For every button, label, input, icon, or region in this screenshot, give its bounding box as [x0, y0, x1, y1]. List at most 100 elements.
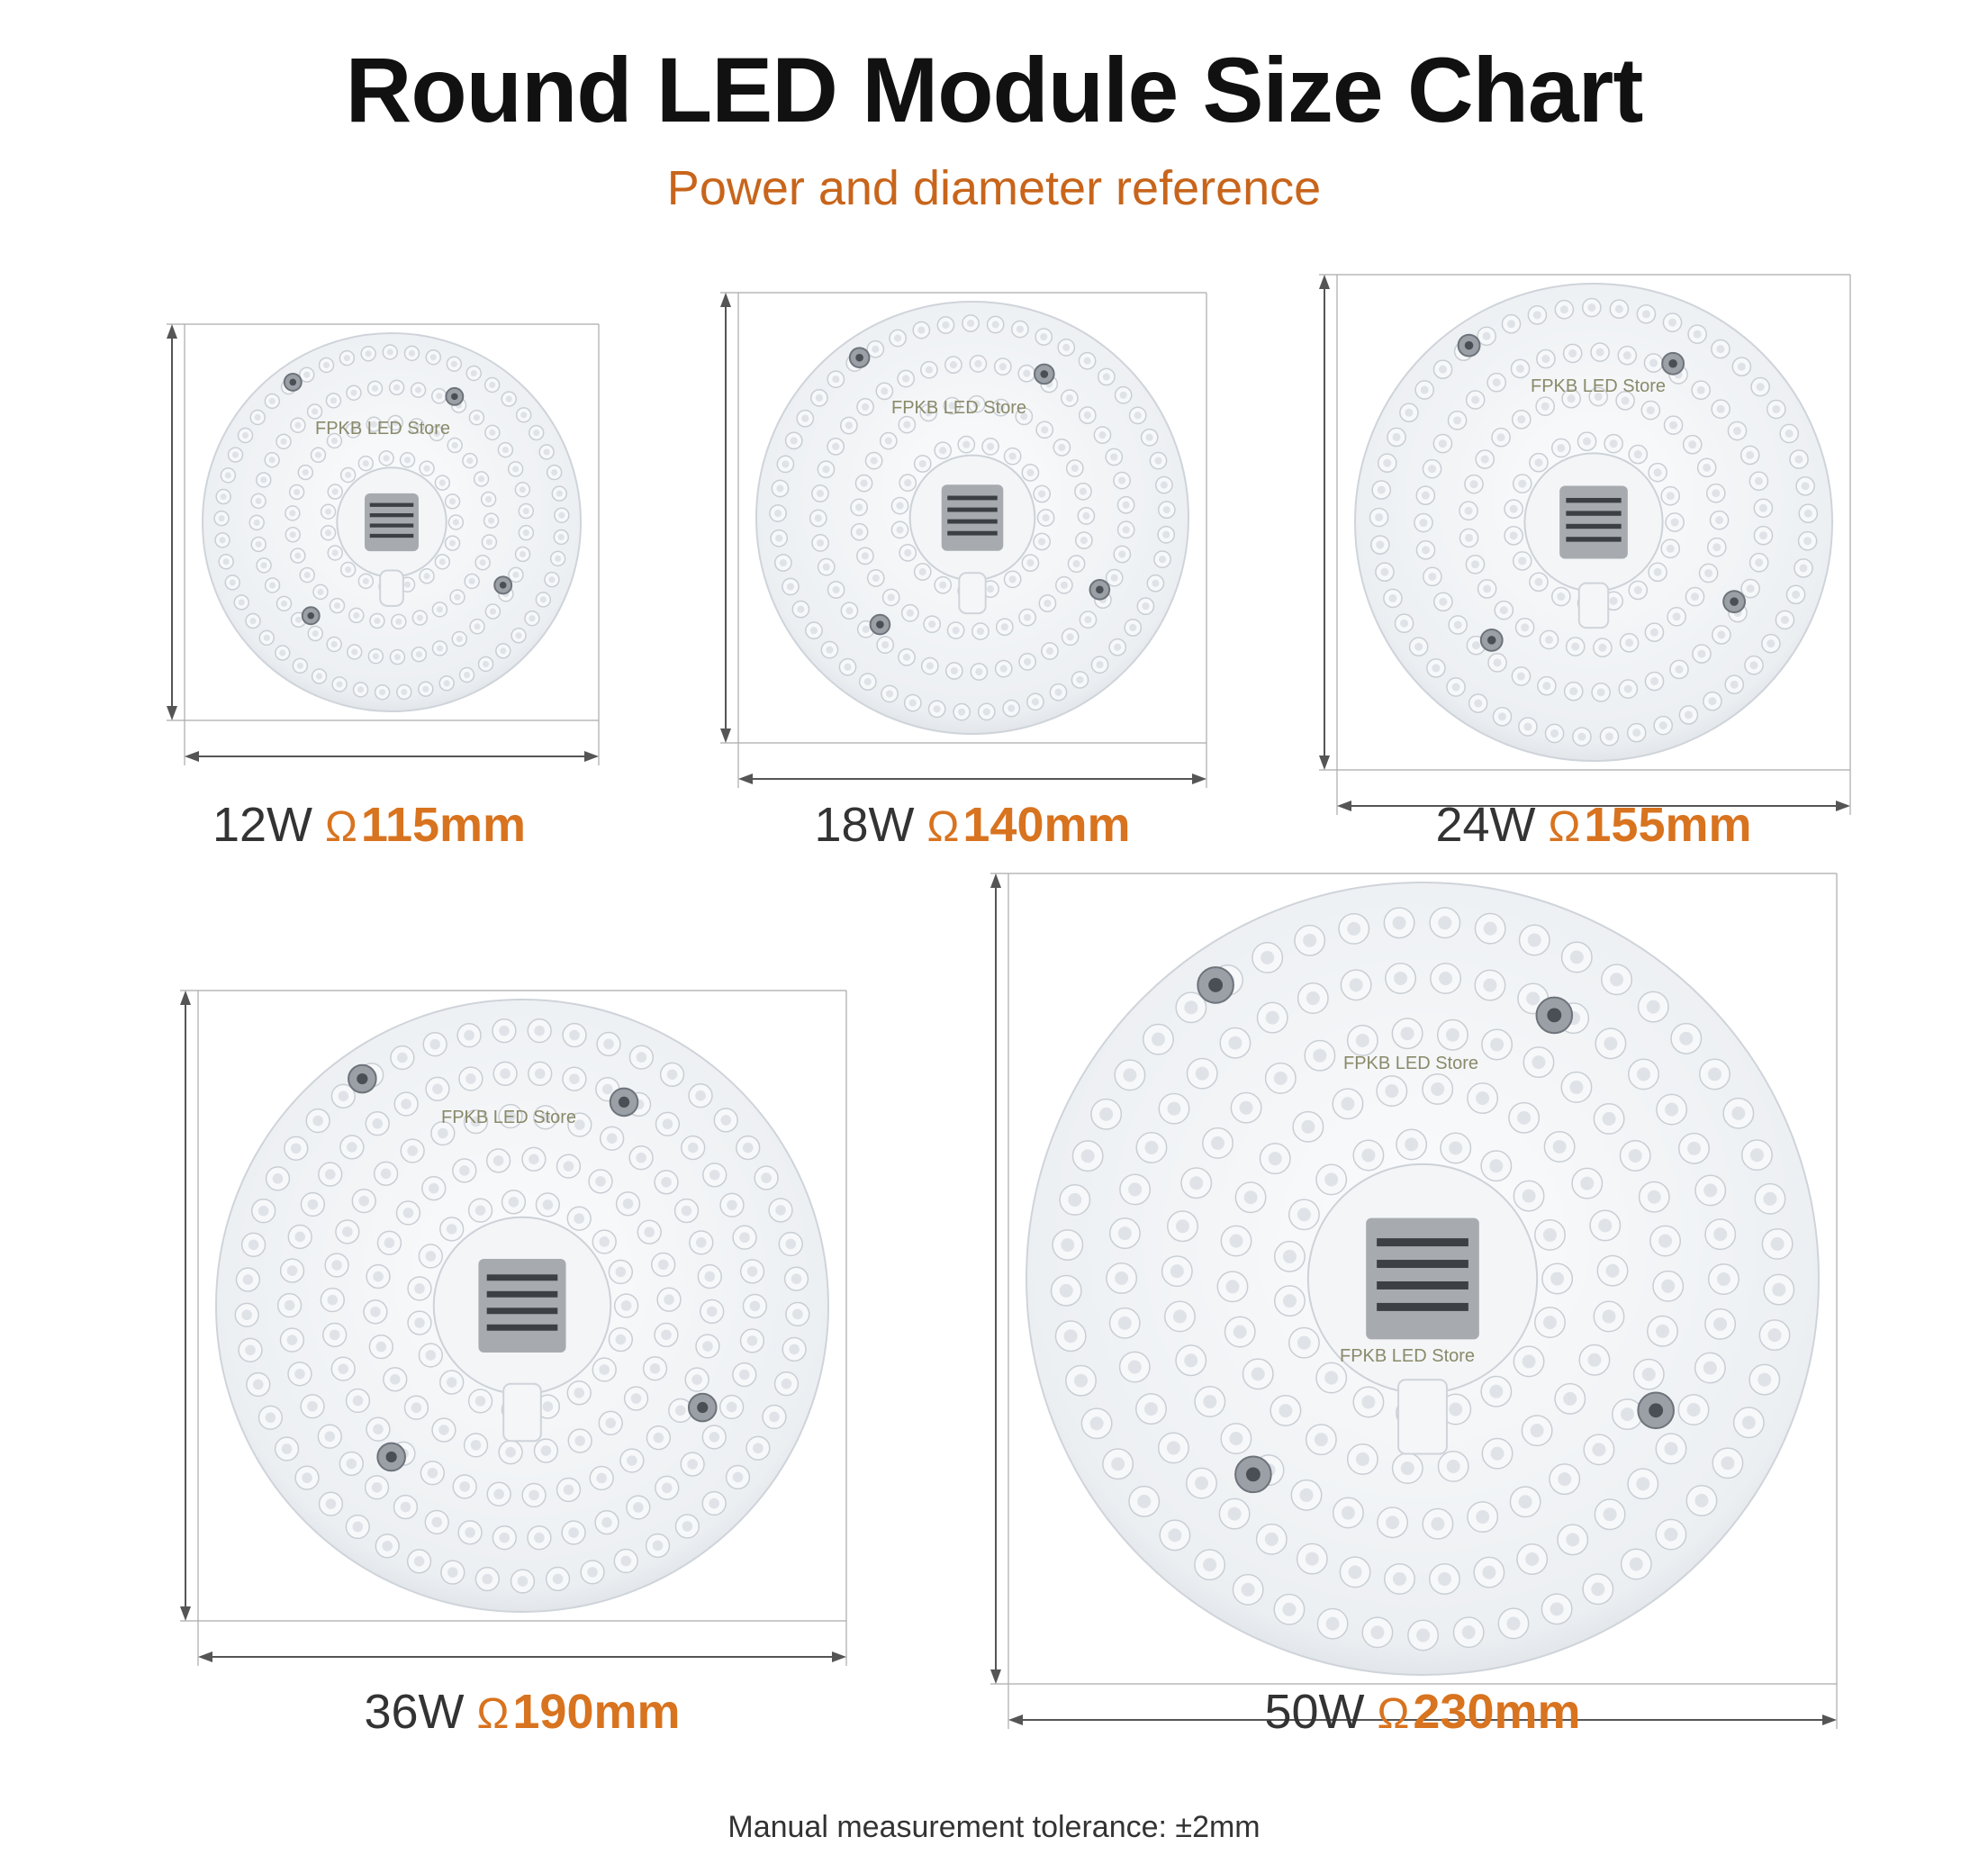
led-chip	[1392, 432, 1401, 441]
led-chip	[324, 1169, 336, 1180]
module-36w: FPKB LED Store	[126, 973, 936, 1693]
led-chip	[939, 581, 947, 589]
led-chip	[822, 563, 830, 571]
led-chip	[1083, 412, 1091, 420]
led-chip	[229, 579, 236, 586]
led-chip	[1658, 721, 1667, 730]
led-chip	[1490, 1037, 1505, 1052]
led-chip	[429, 354, 437, 361]
led-chip	[1062, 343, 1071, 351]
led-chip	[1749, 661, 1758, 670]
led-chip	[352, 1521, 364, 1533]
module-50w: FPKB LED Store FPKB LED Store	[990, 864, 1900, 1729]
led-chip	[389, 1373, 401, 1385]
led-chip	[1449, 1402, 1463, 1416]
led-chip	[307, 1199, 319, 1210]
led-chip	[423, 573, 430, 580]
led-chip	[242, 1274, 254, 1285]
led-chip	[303, 572, 311, 579]
led-chip	[1243, 1190, 1258, 1205]
led-chip	[1697, 649, 1706, 658]
arrowhead	[720, 728, 731, 743]
led-chip	[254, 413, 261, 421]
led-chip	[342, 1226, 353, 1237]
led-chip	[1400, 1027, 1414, 1041]
led-chip	[1541, 355, 1550, 364]
led-chip	[1758, 531, 1767, 540]
led-chip	[1716, 1272, 1730, 1287]
driver-label-line	[369, 533, 414, 538]
led-chip	[1756, 383, 1765, 392]
led-chip	[415, 651, 422, 658]
led-chip	[1438, 916, 1452, 930]
led-chip	[425, 1350, 437, 1361]
led-chip	[551, 468, 558, 476]
led-chip	[1557, 592, 1566, 602]
led-chip	[966, 319, 975, 328]
led-chip	[1110, 453, 1118, 461]
led-chip	[1080, 1149, 1095, 1163]
led-chip	[1419, 518, 1428, 528]
led-chip	[1432, 664, 1441, 673]
led-chip	[1614, 304, 1623, 313]
led-chip	[1008, 704, 1016, 712]
led-chip	[470, 1440, 482, 1451]
led-chip	[422, 685, 429, 692]
led-chip	[1641, 310, 1650, 319]
led-chip	[801, 414, 809, 422]
led-chip	[505, 1446, 516, 1458]
led-chip	[1489, 1159, 1504, 1173]
led-chip	[1690, 593, 1700, 602]
led-chip	[312, 1115, 323, 1127]
driver-label-line	[486, 1324, 558, 1331]
led-chip	[1074, 1373, 1089, 1388]
led-chip	[1542, 682, 1551, 691]
led-chip	[1482, 331, 1491, 340]
driver-chip	[478, 1258, 566, 1353]
led-chip	[773, 509, 782, 518]
led-chip	[473, 414, 481, 421]
led-chip	[465, 1527, 475, 1538]
led-chip	[443, 680, 450, 687]
led-chip	[500, 1068, 511, 1080]
led-chip	[552, 1573, 564, 1585]
led-chip	[294, 616, 303, 623]
led-chip	[1799, 564, 1808, 573]
led-chip	[1696, 385, 1705, 394]
arrowhead	[167, 706, 177, 720]
led-chip	[253, 519, 260, 527]
led-chip	[540, 1445, 552, 1456]
led-chip	[1184, 1000, 1198, 1015]
driver-label-line	[1377, 1260, 1468, 1269]
led-chip	[1623, 684, 1632, 693]
led-chip	[727, 1199, 737, 1211]
led-chip	[1621, 396, 1630, 405]
led-chip	[1703, 1183, 1718, 1198]
led-chip	[1268, 1152, 1282, 1166]
led-chip	[769, 1411, 780, 1423]
led-chip	[468, 577, 475, 585]
led-chip	[1370, 1625, 1385, 1640]
led-chip	[1203, 1558, 1217, 1572]
led-chip	[1713, 1317, 1728, 1331]
led-chip	[505, 1110, 516, 1122]
led-chip	[1228, 1036, 1242, 1050]
led-chip	[574, 1119, 585, 1130]
led-chip	[958, 708, 966, 716]
led-chip	[1453, 620, 1462, 629]
led-chip	[884, 437, 892, 445]
led-chip	[569, 1029, 580, 1041]
led-chip	[522, 507, 529, 515]
led-chip	[1717, 630, 1726, 639]
led-chip	[630, 1393, 642, 1404]
led-chip	[855, 503, 863, 511]
led-chip	[1377, 485, 1386, 494]
led-chip	[687, 1142, 699, 1154]
led-chip	[1587, 303, 1596, 312]
led-chip	[775, 1205, 786, 1216]
led-chip	[258, 1205, 269, 1217]
led-chip	[1162, 530, 1170, 538]
led-chip	[1265, 1010, 1279, 1025]
led-chip	[1496, 433, 1505, 442]
led-chip	[1023, 369, 1031, 377]
